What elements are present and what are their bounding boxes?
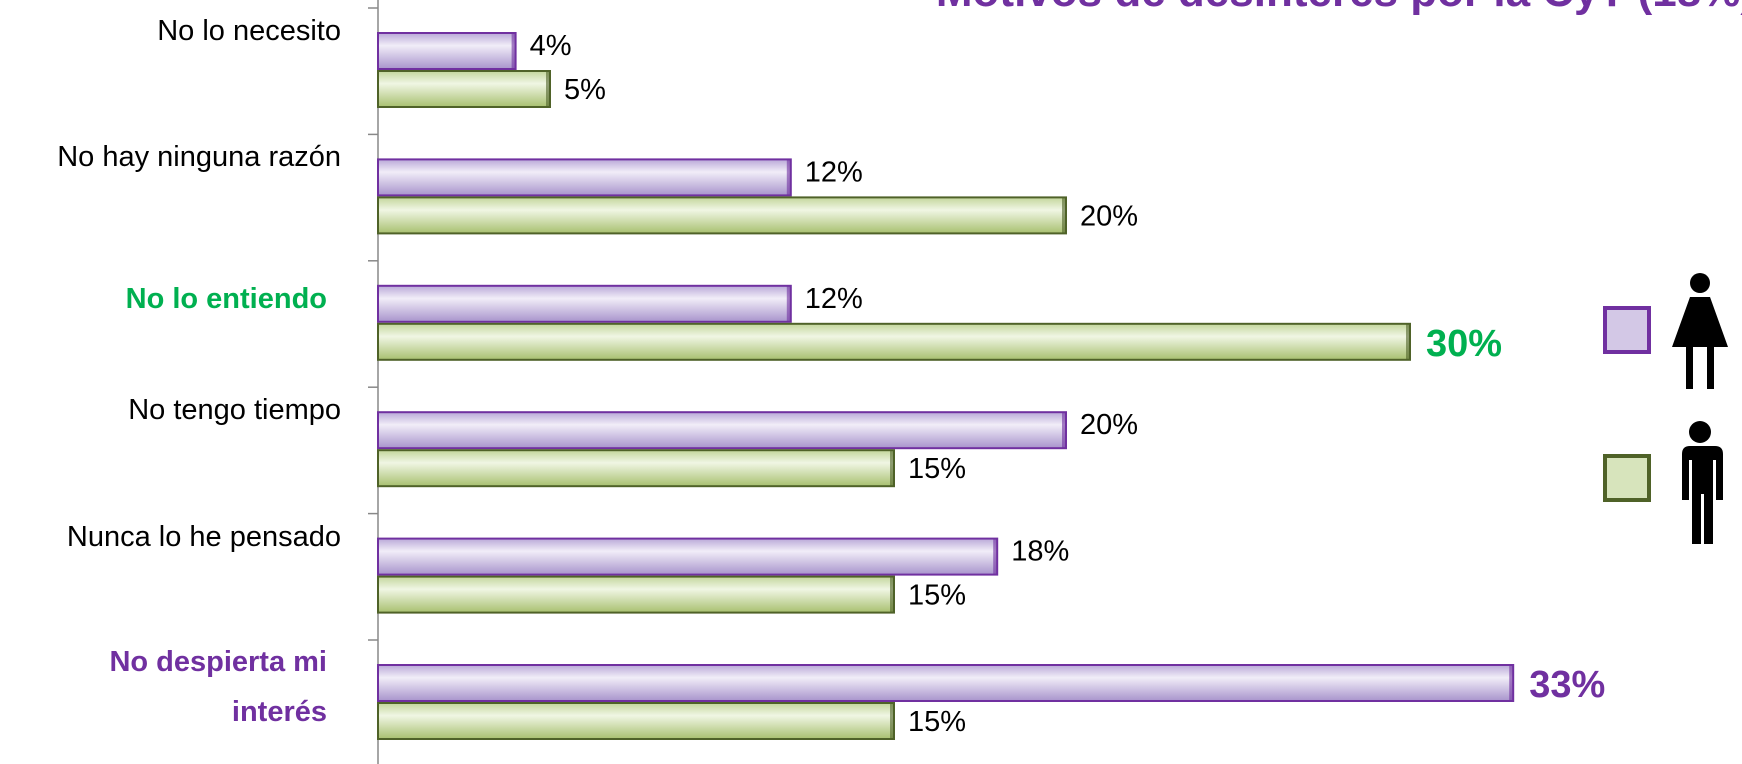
bar-end [993,538,998,575]
value-label: 15% [908,706,966,738]
value-label: 18% [1011,536,1069,568]
bar-end [890,576,894,613]
bar [377,702,895,740]
bar-end [1509,665,1514,701]
chart-title: Motivos de desinterés por la CyT (18%) [936,0,1742,16]
value-label: 12% [805,283,863,315]
bar [377,575,895,614]
value-label: 33% [1529,664,1605,706]
bar [377,158,792,197]
bar-end [511,33,516,69]
man-icon [1682,421,1723,544]
bar-end [1406,323,1410,360]
value-label: 15% [908,580,966,612]
bar [377,32,517,70]
bar [377,449,895,488]
bar-end [890,450,894,487]
bar-end [890,703,894,739]
category-label: No lo entiendo [125,282,327,315]
bar [377,70,551,108]
legend [1672,273,1728,544]
bar-end [786,285,791,322]
category-label: No tengo tiempo [128,394,341,427]
legend-swatch [1603,306,1651,354]
legend-swatch [1603,454,1651,502]
bar-end [786,159,791,196]
woman-icon [1672,273,1728,389]
category-label: No despierta mi interés [109,646,327,728]
bar [377,537,999,576]
value-label: 4% [530,30,572,62]
bar-end [1062,197,1066,234]
value-label: 5% [564,74,606,106]
value-label: 20% [1080,409,1138,441]
bar-end [1062,412,1066,449]
value-label: 20% [1080,200,1138,232]
category-label: Nunca lo he pensado [66,520,341,553]
value-label: 30% [1426,323,1502,365]
value-label: 12% [805,156,863,188]
bar [377,411,1067,450]
value-label: 15% [908,453,966,485]
category-label: No hay ninguna razón [57,141,341,174]
bar [377,196,1067,235]
bar [377,284,792,323]
category-label: No lo necesito [157,15,341,47]
bar [377,322,1411,361]
bar [377,664,1515,702]
bar-end [546,71,550,107]
